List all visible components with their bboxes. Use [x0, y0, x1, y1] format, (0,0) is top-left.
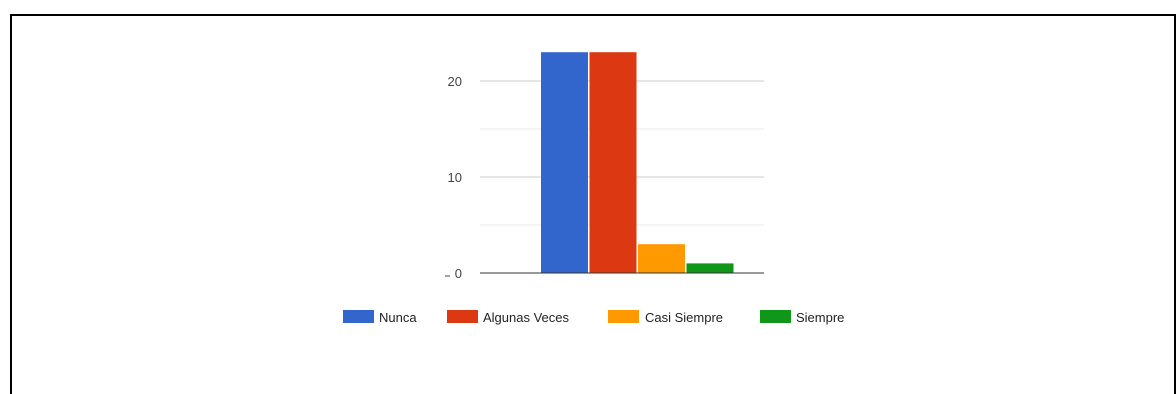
- legend-swatch: [343, 310, 374, 323]
- y-axis-ticks: 0 10 20: [448, 74, 462, 281]
- y-tick-label: 20: [448, 74, 462, 89]
- legend-swatch: [760, 310, 791, 323]
- legend: Nunca Algunas Veces Casi Siempre Siempre: [343, 310, 844, 325]
- bar-casi-siempre[interactable]: [638, 244, 685, 273]
- y-tick-label: 0: [455, 266, 462, 281]
- bar-siempre[interactable]: [686, 263, 734, 273]
- legend-label: Casi Siempre: [645, 310, 723, 325]
- legend-swatch: [447, 310, 478, 323]
- legend-swatch: [608, 310, 639, 323]
- legend-label: Nunca: [379, 310, 417, 325]
- y-tick-label: 10: [448, 170, 462, 185]
- legend-label: Algunas Veces: [483, 310, 570, 325]
- bars: [541, 52, 734, 274]
- bar-algunas-veces[interactable]: [589, 52, 637, 274]
- legend-label: Siempre: [796, 310, 844, 325]
- bar-nunca[interactable]: [541, 52, 588, 274]
